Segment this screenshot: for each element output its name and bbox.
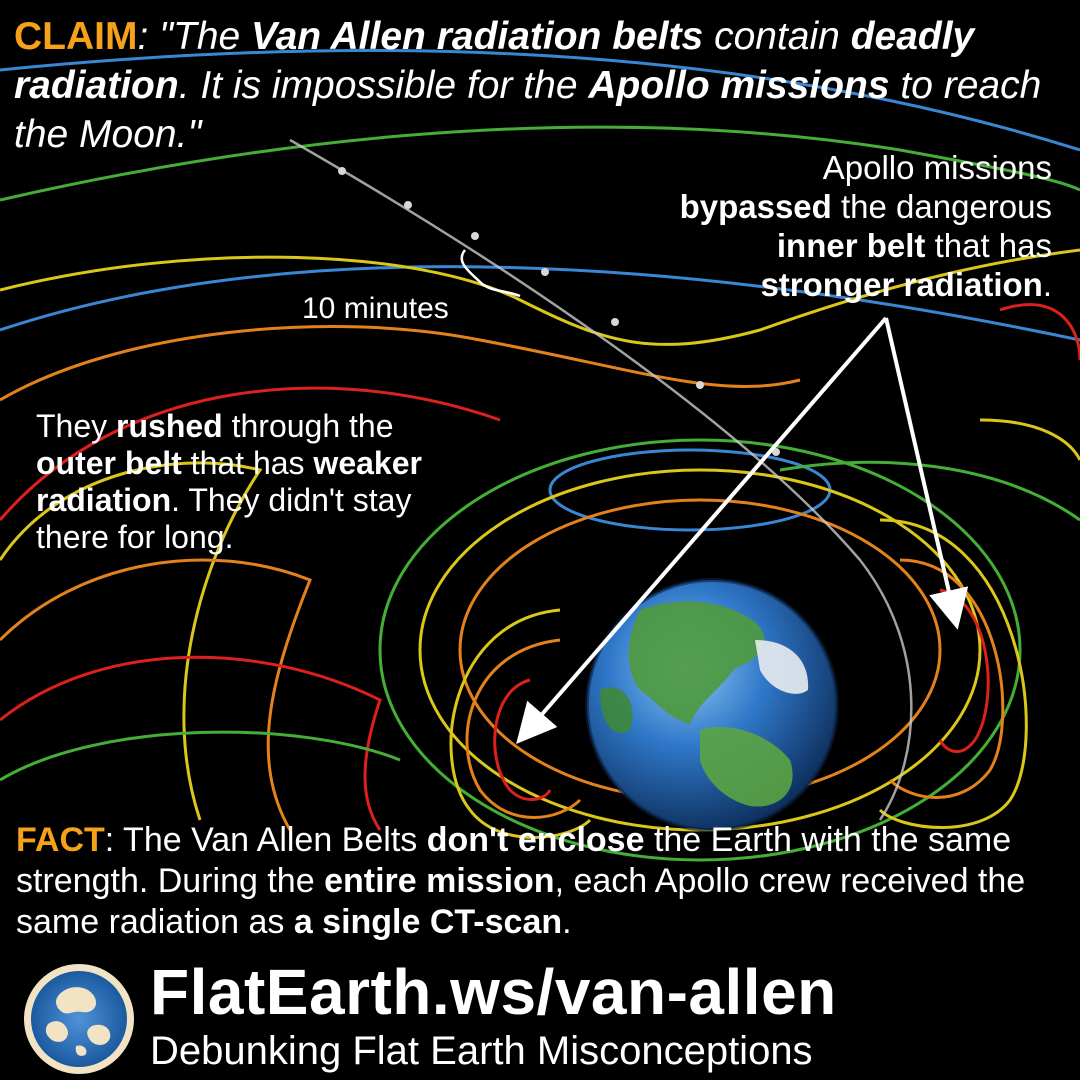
outer-belt-right-green — [779, 460, 1080, 522]
field-line-orange-upper — [0, 325, 801, 402]
earth-globe-icon — [585, 578, 839, 832]
bypass-bold-1: bypassed — [679, 188, 832, 225]
inner-belt-right-red — [938, 588, 990, 753]
rushed-bold-1: rushed — [116, 408, 223, 444]
bypass-annotation: Apollo missions bypassed the dangerous i… — [532, 148, 1052, 304]
inner-belt-right-orange — [888, 558, 1005, 799]
rushed-bold-3: weaker radiation — [36, 445, 422, 518]
inner-belt-right-yellow — [878, 518, 1028, 829]
fact-text: FACT: The Van Allen Belts don't enclose … — [16, 820, 1076, 943]
claim-part-3: . It is impossible for the — [178, 64, 589, 107]
arrow-to-left-inner-belt — [516, 316, 888, 745]
field-line-blue-outer — [0, 49, 1080, 152]
pointer-arrows — [516, 316, 969, 745]
arrow-to-right-inner-belt — [884, 317, 969, 630]
rushed-part-2: through the — [222, 408, 394, 444]
field-line-green-left — [0, 730, 401, 782]
field-line-orange-left — [0, 558, 312, 831]
inner-belt-left-red — [493, 678, 552, 801]
bypass-bold-3: stronger radiation — [760, 266, 1043, 303]
bypass-part-4: . — [1042, 266, 1052, 303]
fact-part-3: , each Apollo crew received the same rad… — [16, 862, 1026, 941]
apollo-trajectory — [289, 138, 913, 821]
rushed-part-3: that has — [181, 445, 314, 481]
claim-part-1: : "The — [137, 15, 252, 58]
rushed-annotation: They rushed through the outer belt that … — [36, 408, 456, 556]
outer-belt-right-yellow — [979, 418, 1080, 461]
field-line-red-upper — [0, 386, 501, 521]
bypass-part-3: that has — [925, 227, 1052, 264]
ten-minutes-label: 10 minutes — [302, 292, 449, 325]
fact-part-4: . — [562, 903, 572, 941]
belt-green-ring — [378, 438, 1022, 862]
field-line-green-upper — [0, 125, 1080, 202]
fact-part-2: the Earth with the same strength. During… — [16, 821, 1012, 900]
fact-bold-2: entire mission — [324, 862, 555, 900]
inner-belt-blue — [548, 448, 832, 532]
field-line-blue-upper — [0, 265, 1080, 342]
field-line-red-left — [0, 655, 382, 831]
claim-bold-1: Van Allen radiation belts — [251, 15, 704, 58]
outer-belt-right-red — [999, 303, 1080, 361]
flat-earth-logo-icon — [24, 964, 134, 1074]
claim-bold-3: Apollo missions — [588, 64, 890, 107]
fact-bold-3: a single CT-scan — [293, 903, 563, 941]
claim-bold-2: deadly radiation — [14, 15, 975, 107]
inner-belt-left-orange — [465, 638, 582, 819]
claim-part-2: contain — [703, 15, 851, 58]
rushed-bold-2: outer belt — [36, 445, 182, 481]
field-line-yellow-left — [0, 461, 263, 821]
fact-bold-1: don't enclose — [426, 821, 645, 859]
claim-label: CLAIM — [14, 15, 138, 58]
bypass-part-1: Apollo missions — [822, 149, 1052, 186]
bypass-bold-2: inner belt — [776, 227, 926, 264]
tagline: Debunking Flat Earth Misconceptions — [150, 1029, 813, 1073]
rushed-part-1: They — [36, 408, 117, 444]
claim-text: CLAIM: "The Van Allen radiation belts co… — [14, 12, 1064, 159]
trajectory-markers — [338, 167, 780, 456]
fact-part-1: : The Van Allen Belts — [104, 821, 427, 859]
bypass-part-2: the dangerous — [831, 188, 1052, 225]
tilde-squiggle-icon — [460, 249, 521, 298]
rushed-part-4: . They didn't stay there for long. — [36, 482, 412, 555]
site-url[interactable]: FlatEarth.ws/van-allen — [150, 956, 837, 1028]
inner-belt-left-yellow — [449, 608, 592, 839]
fact-label: FACT — [16, 821, 105, 859]
claim-part-4: to reach the Moon." — [14, 64, 1042, 156]
